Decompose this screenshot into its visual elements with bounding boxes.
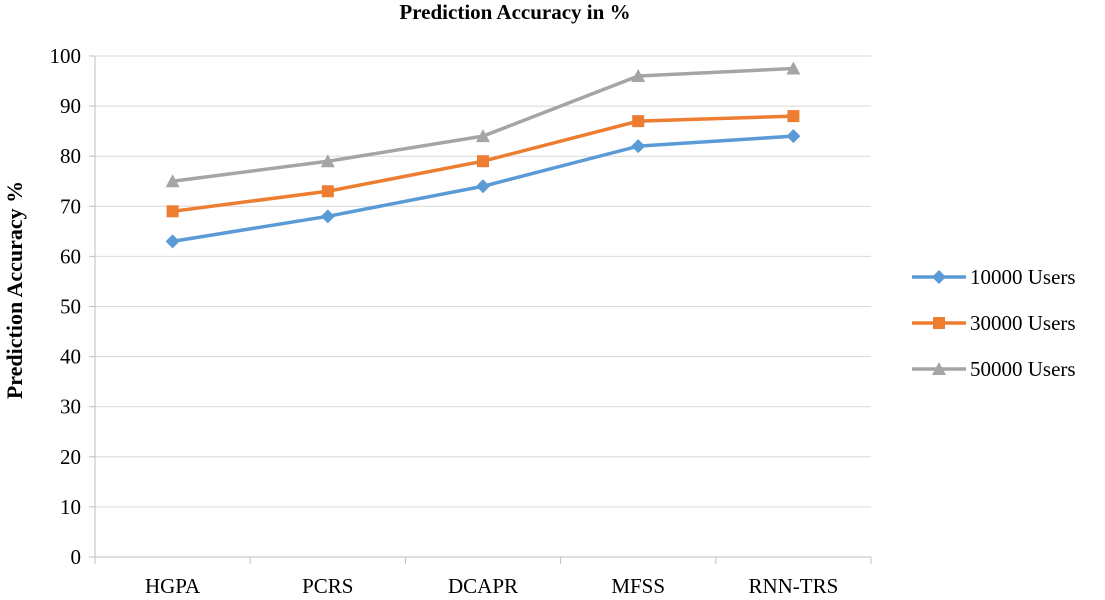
legend-item: 10000 Users — [912, 265, 1076, 289]
legend-label: 30000 Users — [970, 311, 1076, 335]
legend-item: 30000 Users — [912, 311, 1076, 335]
chart-title: Prediction Accuracy in % — [399, 0, 630, 24]
series-10000-users — [165, 129, 801, 249]
x-tick-label: PCRS — [302, 574, 353, 598]
data-point — [786, 61, 801, 75]
series-30000-users — [166, 110, 800, 218]
y-tick-label: 30 — [60, 395, 81, 419]
data-point — [166, 205, 179, 218]
legend-label: 10000 Users — [970, 265, 1076, 289]
legend-marker — [933, 317, 945, 329]
legend-marker — [932, 362, 946, 375]
axes: 0 10 20 30 40 50 60 70 80 90 100 HGPA PCRS DCAPR MFSS R… — [50, 44, 872, 598]
y-axis-label: Prediction Accuracy % — [2, 181, 27, 399]
data-point — [477, 155, 489, 168]
data-point — [476, 179, 490, 194]
legend-label: 50000 Users — [970, 357, 1076, 381]
data-point — [321, 185, 334, 198]
data-point — [631, 69, 646, 83]
y-tick-label: 60 — [60, 244, 81, 268]
data-point — [787, 110, 800, 123]
y-tick-label: 0 — [71, 545, 82, 569]
legend-marker — [932, 270, 946, 284]
data-point — [165, 174, 180, 188]
legend-item: 50000 Users — [912, 357, 1076, 381]
y-tick-label: 20 — [60, 445, 81, 469]
data-point — [631, 139, 646, 154]
data-point — [476, 129, 490, 143]
x-tick-label: DCAPR — [448, 574, 518, 598]
y-tick-label: 100 — [50, 44, 82, 68]
data-point — [632, 115, 645, 128]
y-tick-label: 40 — [60, 345, 81, 369]
x-tick-label: MFSS — [611, 574, 665, 598]
y-tick-label: 80 — [60, 144, 81, 168]
legend: 10000 Users 30000 Users 50000 Users — [912, 265, 1076, 381]
data-point — [165, 234, 180, 249]
series-50000-users — [165, 61, 801, 188]
y-tick-label: 70 — [60, 194, 81, 218]
y-tick-label: 50 — [60, 295, 81, 319]
data-point — [320, 154, 335, 168]
y-tick-label: 90 — [60, 94, 81, 118]
x-tick-label: HGPA — [145, 574, 201, 598]
series-group — [165, 61, 801, 249]
data-point — [786, 129, 801, 144]
gridlines — [95, 55, 871, 508]
y-tick-label: 10 — [60, 495, 81, 519]
data-point — [320, 209, 335, 224]
x-tick-label: RNN-TRS — [748, 574, 838, 598]
